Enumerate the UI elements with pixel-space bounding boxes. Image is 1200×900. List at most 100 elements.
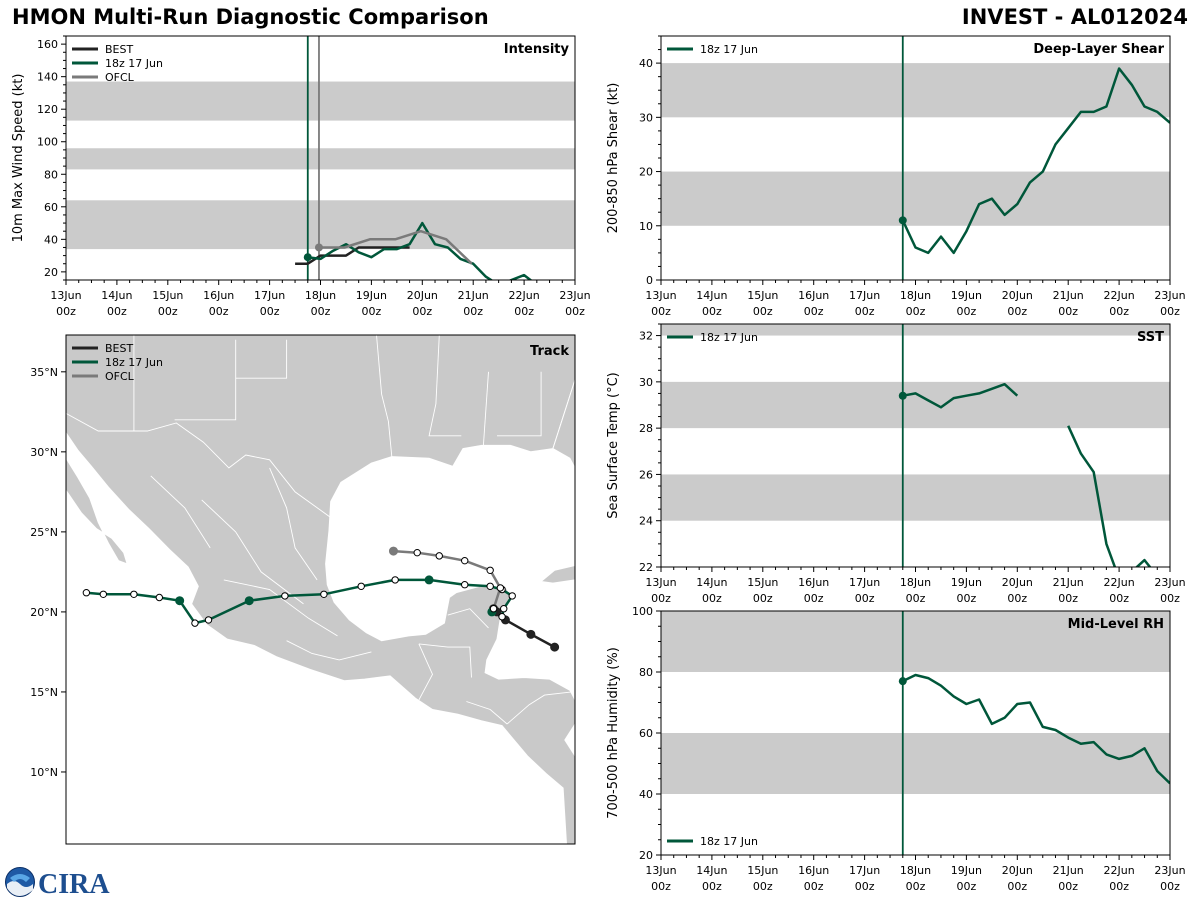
intensity-ytick-label: 120	[37, 103, 58, 116]
shear-xtick-label-date: 22Jun	[1104, 289, 1135, 302]
track-point-2-6	[388, 546, 398, 556]
border-line-15	[223, 579, 338, 637]
shear-ytick-label: 40	[639, 57, 653, 70]
track-ytick-label: 30°N	[30, 446, 58, 459]
rh-xtick-label-date: 22Jun	[1104, 864, 1135, 877]
shear-xtick-label-hour: 00z	[753, 305, 773, 318]
track-point-1-1	[498, 613, 506, 621]
shear-xtick-label-date: 15Jun	[747, 289, 778, 302]
rh-xtick-label-hour: 00z	[651, 880, 671, 893]
track-ytick-label: 15°N	[30, 686, 58, 699]
shear-ytick-label: 10	[639, 220, 653, 233]
rh-panel: 20 40 60 80 100 700-500 hPa Humidity (%) 13Jun…	[606, 605, 1186, 893]
intensity-xtick-label-hour: 00z	[412, 305, 432, 318]
track-point-1-2	[500, 605, 508, 613]
shear-xtick-label-date: 13Jun	[645, 289, 676, 302]
track-point-1-11	[281, 592, 289, 600]
shear-band-0	[661, 171, 1170, 226]
rh-xtick-label-hour: 00z	[855, 880, 875, 893]
track-point-2-1	[496, 584, 505, 592]
track-point-1-3	[508, 592, 516, 600]
land-polygon-3	[552, 379, 575, 469]
track-legend-label-best: BEST	[105, 342, 133, 355]
shear-legend-label-run: 18z 17 Jun	[700, 43, 758, 56]
sst-band-1	[661, 381, 1170, 429]
shear-xtick-label-date: 14Jun	[696, 289, 727, 302]
rh-xtick-label-date: 17Jun	[849, 864, 880, 877]
rh-xtick-label-hour: 00z	[753, 880, 773, 893]
rh-legend-label-run: 18z 17 Jun	[700, 835, 758, 848]
sst-frame	[660, 323, 1171, 568]
track-point-0-0	[550, 642, 560, 652]
sst-ytick-label: 24	[639, 515, 653, 528]
sst-xtick-label-hour: 00z	[651, 592, 671, 605]
rh-ytick-label: 60	[639, 727, 653, 740]
intensity-band-0	[66, 200, 575, 250]
sst-legend-label-run: 18z 17 Jun	[700, 331, 758, 344]
sst-band-2	[661, 324, 1170, 336]
shear-xtick-label-hour: 00z	[1058, 305, 1078, 318]
track-map-area	[66, 335, 575, 844]
rh-xtick-label-date: 14Jun	[696, 864, 727, 877]
cira-logo: CIRA	[5, 867, 110, 898]
track-point-1-13	[204, 616, 213, 624]
shear-title: Deep-Layer Shear	[1033, 42, 1164, 57]
shear-xtick-label-hour: 00z	[1109, 305, 1129, 318]
track-point-0-1	[526, 629, 536, 639]
track-point-1-10	[320, 590, 328, 599]
shear-panel: 0 10 20 30 40 200-850 hPa Shear (kt) 13Jun 00z 1…	[606, 35, 1186, 318]
track-point-1-19	[82, 589, 91, 597]
intensity-xtick-label-date: 22Jun	[509, 289, 540, 302]
shear-xtick-label-hour: 00z	[957, 305, 977, 318]
intensity-xtick-label-date: 14Jun	[101, 289, 132, 302]
sst-xtick-label-date: 21Jun	[1053, 576, 1084, 589]
track-point-1-16	[155, 593, 164, 602]
intensity-panel: 20 40 60 80 100 120 140 160 10m Max Wind Speed (…	[11, 35, 591, 318]
rh-xtick-label-hour: 00z	[1160, 880, 1180, 893]
border-line-4	[235, 339, 288, 379]
intensity-title: Intensity	[504, 42, 570, 57]
track-ytick-label: 35°N	[30, 366, 58, 379]
shear-band-1	[661, 63, 1170, 118]
sst-xtick-label-date: 20Jun	[1002, 576, 1033, 589]
sst-panel: 22 24 26 28 30 32 Sea Surface Temp (°C) 13Jun 00…	[606, 323, 1186, 605]
intensity-xtick-label-hour: 00z	[463, 305, 483, 318]
track-point-2-2	[486, 566, 494, 574]
sst-xtick-label-hour: 00z	[1007, 592, 1027, 605]
intensity-legend-label-best: BEST	[105, 43, 133, 56]
sst-ytick-label: 26	[639, 468, 653, 481]
intensity-ytick-label: 160	[37, 38, 58, 51]
rh-xtick-label-date: 13Jun	[645, 864, 676, 877]
shear-xtick-label-hour: 00z	[906, 305, 926, 318]
intensity-xtick-label-date: 21Jun	[458, 289, 489, 302]
shear-xtick-label-date: 19Jun	[951, 289, 982, 302]
track-point-1-15	[175, 596, 185, 606]
shear-xtick-label-hour: 00z	[651, 305, 671, 318]
shear-ytick-label: 30	[639, 111, 653, 124]
page-title: HMON Multi-Run Diagnostic Comparison	[12, 5, 489, 29]
rh-ytick-label: 20	[639, 849, 653, 862]
storm-identifier: INVEST - AL012024	[961, 5, 1188, 29]
intensity-xtick-label-hour: 00z	[362, 305, 382, 318]
sst-ytick-label: 28	[639, 422, 653, 435]
intensity-ytick-label: 60	[44, 201, 58, 214]
intensity-series-line-2-0	[319, 229, 473, 265]
rh-xtick-label-hour: 00z	[702, 880, 722, 893]
track-point-2-0	[489, 605, 498, 613]
track-point-2-5	[413, 548, 421, 557]
sst-init-marker-0	[898, 391, 907, 400]
border-line-6	[482, 371, 489, 446]
track-legend-label-run: 18z 17 Jun	[105, 356, 163, 369]
border-line-1	[376, 335, 393, 457]
rh-xtick-label-hour: 00z	[906, 880, 926, 893]
rh-ytick-label: 80	[639, 666, 653, 679]
sst-xtick-label-hour: 00z	[906, 592, 926, 605]
intensity-xtick-label-date: 13Jun	[50, 289, 81, 302]
border-line-2	[174, 339, 237, 421]
sst-xtick-label-hour: 00z	[753, 592, 773, 605]
sst-xtick-label-date: 18Jun	[900, 576, 931, 589]
track-point-1-9	[357, 582, 365, 590]
shear-xtick-label-date: 16Jun	[798, 289, 829, 302]
shear-plot-area	[661, 36, 1170, 280]
sst-xtick-label-date: 23Jun	[1154, 576, 1185, 589]
